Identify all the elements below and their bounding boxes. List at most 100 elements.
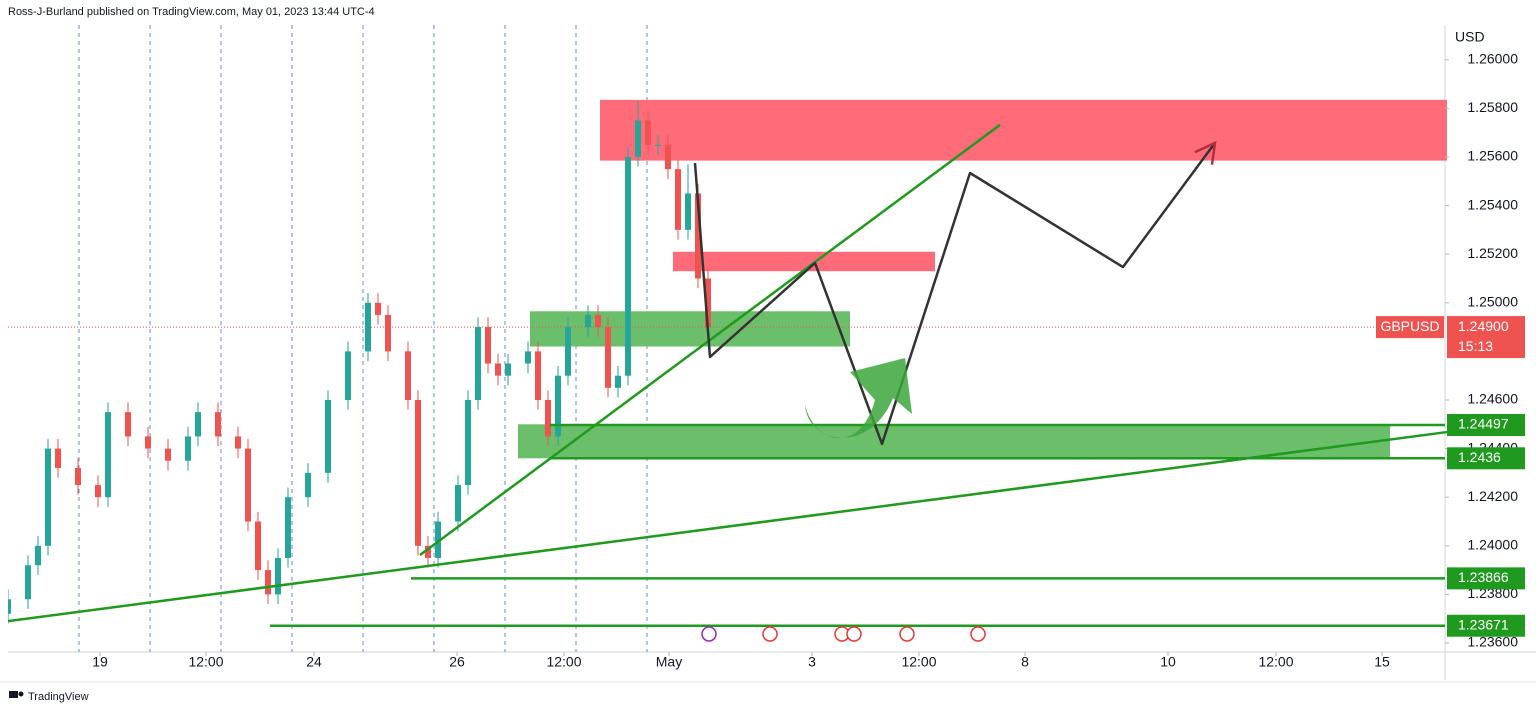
y-tick-label: 1.23600 — [1467, 634, 1518, 650]
candle-body — [545, 399, 551, 437]
candle-body — [125, 412, 131, 437]
candle-body — [655, 144, 661, 146]
candle-body — [605, 327, 611, 388]
candle-body — [45, 448, 51, 546]
x-tick-label: 12:00 — [188, 654, 223, 670]
x-tick-label: 26 — [449, 654, 465, 670]
level-label: 1.2436 — [1458, 449, 1501, 465]
x-tick-label: 12:00 — [1258, 654, 1293, 670]
candle-body — [105, 412, 111, 498]
candle-body — [525, 351, 531, 364]
x-tick-label: May — [656, 654, 682, 670]
projection-path — [693, 142, 1217, 446]
header: Ross-J-Burland published on TradingView.… — [8, 6, 375, 18]
candle-body — [305, 472, 311, 498]
candle-body — [635, 120, 641, 157]
candle-body — [365, 302, 371, 352]
candle-body — [645, 120, 651, 145]
candle-body — [585, 314, 591, 328]
candle-body — [425, 545, 431, 558]
level-label: 1.24497 — [1458, 416, 1509, 432]
y-tick-label: 1.26000 — [1467, 50, 1518, 66]
candle-body — [25, 565, 31, 600]
zone — [673, 251, 935, 272]
candle-body — [595, 314, 601, 328]
candle-body — [435, 521, 441, 558]
symbol-label: GBPUSD — [1380, 318, 1439, 334]
candle-body — [35, 545, 41, 566]
x-tick-label: 19 — [92, 654, 108, 670]
candle-body — [325, 399, 331, 473]
x-tick-label: 10 — [1160, 654, 1176, 670]
candle-body — [555, 375, 561, 437]
y-tick-label: 1.25200 — [1467, 245, 1518, 261]
candle-body — [285, 497, 291, 558]
candle-body — [415, 399, 421, 546]
event-icons — [701, 626, 986, 642]
candle-body — [95, 485, 101, 498]
candle-body — [485, 327, 491, 364]
trendline — [419, 123, 1001, 557]
x-tick-label: 3 — [808, 654, 816, 670]
candle-body — [505, 363, 511, 376]
projection-arrowhead — [1194, 140, 1217, 165]
candle-body — [385, 314, 391, 352]
candle-body — [455, 485, 461, 522]
y-tick-label: 1.25800 — [1467, 99, 1518, 115]
symbol-box — [1376, 316, 1444, 339]
candle-body — [55, 448, 61, 469]
y-tick-label: 1.25400 — [1467, 196, 1518, 212]
candle-body — [265, 570, 271, 595]
candle-body — [215, 412, 221, 437]
last-price-box — [1447, 316, 1525, 359]
level-label: 1.23671 — [1458, 616, 1509, 632]
candle-body — [255, 521, 261, 571]
level-label-box — [1447, 567, 1525, 590]
x-tick-label: 24 — [306, 654, 322, 670]
overlay — [701, 358, 986, 642]
level-label-box — [1447, 447, 1525, 470]
candle-body — [695, 193, 701, 279]
candle-body — [195, 412, 201, 437]
candle-body — [495, 363, 501, 376]
candle-body — [275, 557, 281, 595]
candle-body — [675, 169, 681, 230]
candle-body — [665, 144, 671, 170]
zone — [530, 311, 850, 347]
curved-arrow — [805, 358, 912, 439]
plot-area — [8, 25, 1448, 652]
level-label: 1.23866 — [1458, 569, 1509, 585]
last-price-label: 1.24900 — [1458, 318, 1509, 334]
candle-body — [75, 468, 81, 486]
x-tick-label: 12:00 — [901, 654, 936, 670]
candle-body — [615, 375, 621, 388]
level-label-box — [1447, 614, 1525, 637]
zone — [600, 99, 1447, 161]
candle-body — [8, 599, 11, 614]
candle-body — [535, 351, 541, 400]
candle-body — [375, 302, 381, 315]
countdown-label: 15:13 — [1458, 338, 1493, 354]
y-tick-label: 1.24200 — [1467, 488, 1518, 504]
candle-body — [165, 448, 171, 461]
y-tick-label: 1.25000 — [1467, 293, 1518, 309]
level-label-box — [1447, 414, 1525, 437]
y-tick-label: 1.24000 — [1467, 537, 1518, 553]
y-tick-label: 1.25600 — [1467, 148, 1518, 164]
zone — [518, 424, 1390, 459]
x-tick-label: 12:00 — [546, 654, 581, 670]
trendline — [8, 430, 1448, 623]
candle-body — [465, 399, 471, 486]
x-tick-label: 15 — [1374, 654, 1390, 670]
brand-logo — [9, 691, 24, 698]
y-tick-label: 1.24600 — [1467, 391, 1518, 407]
candle-body — [705, 278, 711, 328]
candle-body — [685, 193, 691, 230]
candle-body — [565, 327, 571, 376]
candle-body — [245, 448, 251, 522]
candle-body — [405, 351, 411, 400]
x-tick-label: 8 — [1021, 654, 1029, 670]
candle-body — [475, 327, 481, 400]
candle-body — [345, 351, 351, 400]
